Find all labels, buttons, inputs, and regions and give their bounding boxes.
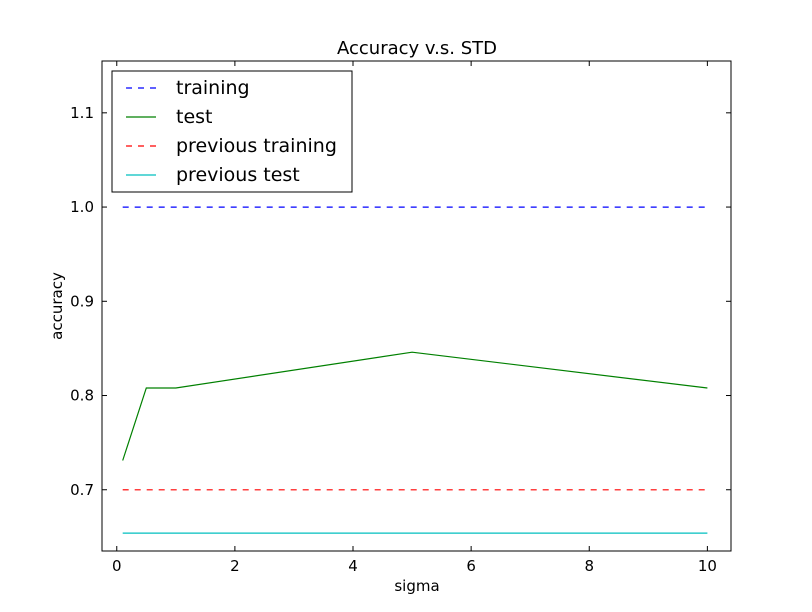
- y-tick-label: 0.8: [70, 387, 94, 405]
- plot-frame: [101, 60, 732, 552]
- legend-box: [111, 70, 353, 193]
- series-line-test: [122, 351, 708, 461]
- legend-label-previous-training: previous training: [176, 135, 337, 157]
- x-tick-label: 2: [230, 557, 240, 575]
- x-tick-label: 6: [466, 557, 476, 575]
- ticks-layer: 0 2 4 6 8 10 0.7 0.8 0.9 1.0 1.1: [70, 61, 731, 575]
- x-tick-label: 8: [584, 557, 594, 575]
- x-tick-label: 10: [698, 557, 717, 575]
- y-tick-label: 1.0: [70, 198, 94, 216]
- legend-label-test: test: [176, 106, 213, 128]
- legend: training test previous training previous te…: [111, 70, 353, 193]
- y-axis-label: accuracy: [48, 272, 66, 340]
- y-tick-label: 1.1: [70, 104, 94, 122]
- x-tick-label: 0: [112, 557, 122, 575]
- series-layer: [122, 206, 708, 534]
- legend-label-training: training: [176, 77, 250, 99]
- x-axis-label: sigma: [394, 577, 439, 595]
- legend-label-previous-test: previous test: [176, 164, 300, 186]
- y-tick-label: 0.7: [70, 481, 94, 499]
- y-tick-label: 0.9: [70, 292, 94, 310]
- x-tick-label: 4: [348, 557, 358, 575]
- chart-title: Accuracy v.s. STD: [337, 38, 497, 59]
